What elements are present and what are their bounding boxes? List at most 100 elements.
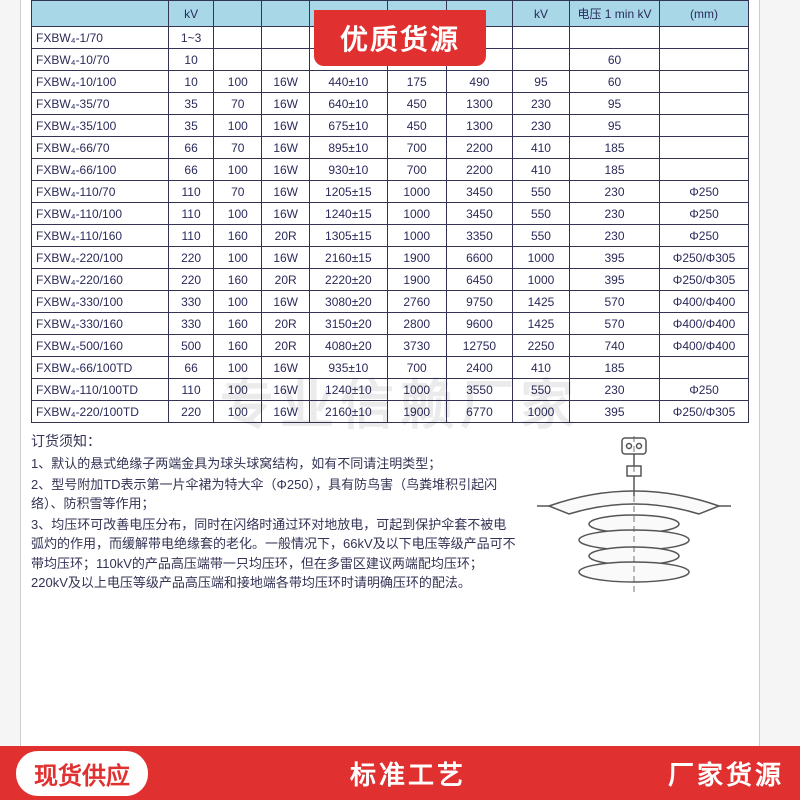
table-cell: 16W (262, 379, 310, 401)
table-cell: Φ250/Φ305 (660, 401, 749, 423)
table-cell (214, 27, 262, 49)
table-cell: Φ400/Φ400 (660, 313, 749, 335)
table-cell: 70 (214, 181, 262, 203)
table-cell: FXBW₄-1/70 (32, 27, 169, 49)
table-cell: 6770 (446, 401, 512, 423)
table-header-cell: kV (512, 1, 569, 27)
order-notes: 订货须知： 1、默认的悬式绝缘子两端金具为球头球窝结构，如有不同请注明类型； 2… (31, 431, 749, 593)
table-cell: 2200 (446, 137, 512, 159)
table-cell (214, 49, 262, 71)
table-cell: 1300 (446, 93, 512, 115)
table-row: FXBW₄-66/100TD6610016W935±10700240041018… (32, 357, 749, 379)
table-cell: 2160±15 (310, 247, 388, 269)
table-cell: Φ250 (660, 203, 749, 225)
footer-right: 厂家货源 (668, 755, 784, 792)
table-cell: 230 (569, 379, 659, 401)
table-cell: 1000 (512, 401, 569, 423)
table-cell: 1240±10 (310, 379, 388, 401)
table-cell: FXBW₄-110/100TD (32, 379, 169, 401)
table-cell: 935±10 (310, 357, 388, 379)
table-cell: 110 (168, 181, 214, 203)
table-header-cell: kV (168, 1, 214, 27)
table-cell: FXBW₄-220/160 (32, 269, 169, 291)
table-cell: 740 (569, 335, 659, 357)
table-cell: FXBW₄-110/70 (32, 181, 169, 203)
table-cell (262, 27, 310, 49)
table-row: FXBW₄-220/100TD22010016W2160±10190067701… (32, 401, 749, 423)
table-cell: 675±10 (310, 115, 388, 137)
footer-mid: 标准工艺 (148, 755, 668, 792)
table-cell: 60 (569, 49, 659, 71)
table-cell: 10 (168, 49, 214, 71)
table-cell: 450 (387, 93, 446, 115)
table-cell: Φ250 (660, 379, 749, 401)
table-cell: 9750 (446, 291, 512, 313)
table-cell: 16W (262, 159, 310, 181)
table-cell: 70 (214, 93, 262, 115)
table-cell: 3150±20 (310, 313, 388, 335)
table-cell: 160 (214, 313, 262, 335)
table-cell: 185 (569, 137, 659, 159)
table-row: FXBW₄-220/16022016020R2220±2019006450100… (32, 269, 749, 291)
table-row: FXBW₄-330/16033016020R3150±2028009600142… (32, 313, 749, 335)
footer-left-pill: 现货供应 (16, 751, 148, 796)
table-cell: Φ250/Φ305 (660, 247, 749, 269)
table-cell: 6450 (446, 269, 512, 291)
table-row: FXBW₄-35/1003510016W675±10450130023095 (32, 115, 749, 137)
table-cell: 1300 (446, 115, 512, 137)
table-cell: 550 (512, 181, 569, 203)
table-cell: 570 (569, 313, 659, 335)
table-cell: 500 (168, 335, 214, 357)
table-cell: 330 (168, 291, 214, 313)
table-cell: 16W (262, 137, 310, 159)
table-cell: 220 (168, 401, 214, 423)
table-cell: 16W (262, 71, 310, 93)
table-cell: 20R (262, 269, 310, 291)
table-cell: 16W (262, 247, 310, 269)
table-cell: 2160±10 (310, 401, 388, 423)
table-cell (660, 27, 749, 49)
table-cell: 1900 (387, 269, 446, 291)
table-cell: 1000 (387, 181, 446, 203)
table-cell: 700 (387, 357, 446, 379)
table-cell (262, 49, 310, 71)
table-cell: 450 (387, 115, 446, 137)
table-cell: 66 (168, 137, 214, 159)
table-cell: 16W (262, 203, 310, 225)
table-cell: 1900 (387, 247, 446, 269)
table-cell: 175 (387, 71, 446, 93)
table-cell: 185 (569, 357, 659, 379)
notes-line: 1、默认的悬式绝缘子两端金具为球头球窝结构，如有不同请注明类型； (31, 454, 519, 474)
table-cell: Φ250 (660, 225, 749, 247)
table-cell: FXBW₄-220/100TD (32, 401, 169, 423)
notes-line: 3、均压环可改善电压分布，同时在闪络时通过环对地放电，可起到保护伞套不被电弧灼的… (31, 515, 519, 593)
table-cell: 410 (512, 137, 569, 159)
table-cell: 1000 (387, 225, 446, 247)
table-cell: 220 (168, 269, 214, 291)
table-cell: 220 (168, 247, 214, 269)
table-cell: FXBW₄-66/100 (32, 159, 169, 181)
table-row: FXBW₄-66/1006610016W930±107002200410185 (32, 159, 749, 181)
table-cell: 1205±15 (310, 181, 388, 203)
table-cell: 95 (569, 115, 659, 137)
table-cell: 95 (569, 93, 659, 115)
table-cell: 395 (569, 269, 659, 291)
table-row: FXBW₄-66/70667016W895±107002200410185 (32, 137, 749, 159)
table-cell: 9600 (446, 313, 512, 335)
table-cell: 1425 (512, 291, 569, 313)
table-cell: 110 (168, 225, 214, 247)
table-cell: 230 (569, 203, 659, 225)
table-cell: FXBW₄-500/160 (32, 335, 169, 357)
table-cell: 100 (214, 291, 262, 313)
table-cell: 66 (168, 159, 214, 181)
table-cell: 550 (512, 225, 569, 247)
table-cell: 1425 (512, 313, 569, 335)
footer-bar: 现货供应 标准工艺 厂家货源 (0, 746, 800, 800)
table-cell: 550 (512, 203, 569, 225)
table-row: FXBW₄-110/701107016W1205±151000345055023… (32, 181, 749, 203)
table-cell: 2250 (512, 335, 569, 357)
notes-line: 2、型号附加TD表示第一片伞裙为特大伞（Φ250），具有防鸟害（鸟粪堆积引起闪络… (31, 475, 519, 514)
table-body: FXBW₄-1/701~3FXBW₄-10/701060FXBW₄-10/100… (32, 27, 749, 423)
table-cell: 20R (262, 313, 310, 335)
table-cell: Φ250/Φ305 (660, 269, 749, 291)
